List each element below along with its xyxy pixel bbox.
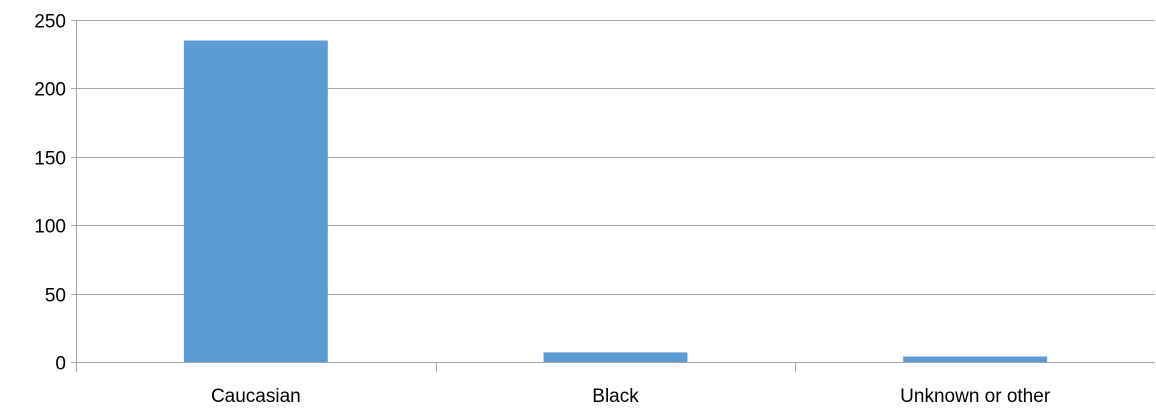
bar-unknown-or-other	[903, 356, 1048, 362]
y-tick-label: 50	[45, 286, 66, 307]
y-tick-labels: 0 50 100 150 200 250	[34, 12, 66, 375]
x-category-label: Unknown or other	[900, 386, 1051, 407]
x-category-label: Caucasian	[211, 386, 301, 407]
x-category-label: Black	[592, 386, 639, 407]
x-category-labels: Caucasian Black Unknown or other	[211, 386, 1051, 407]
y-tick-label: 100	[34, 217, 66, 238]
bar-black	[543, 352, 688, 362]
bar-caucasian	[183, 40, 328, 363]
bars	[183, 40, 1048, 363]
y-tick-label: 200	[34, 80, 66, 101]
y-tick-label: 250	[34, 12, 66, 33]
y-tick-label: 0	[55, 354, 66, 375]
axes	[71, 20, 1155, 373]
y-tick-label: 150	[34, 149, 66, 170]
